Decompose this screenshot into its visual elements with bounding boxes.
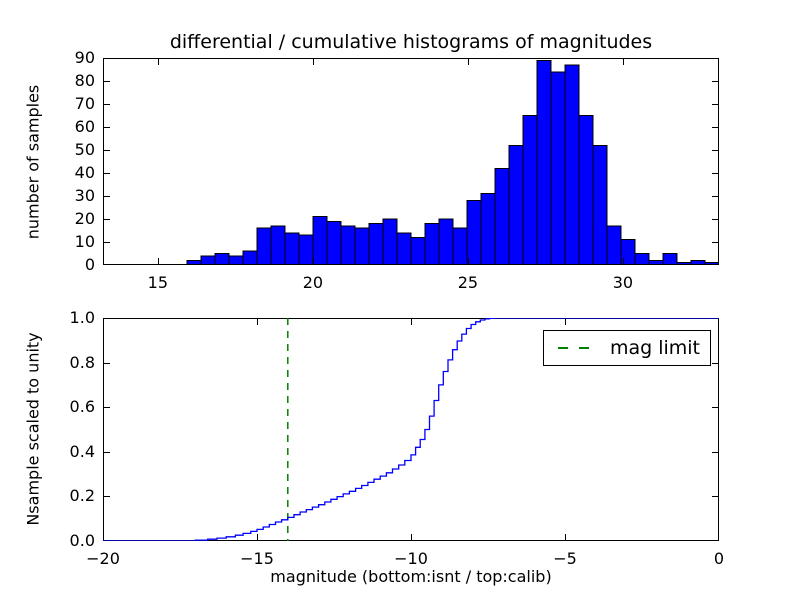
histogram-bar [424,223,440,265]
top-x-tick-label: 25 [457,273,479,292]
histogram-bar [256,227,272,265]
histogram-bar [242,250,258,265]
top-y-tick-label: 60 [74,117,95,136]
top-y-tick-label: 90 [74,48,95,67]
top-histogram-plot [103,58,719,265]
histogram-bar [564,64,580,265]
histogram-bar [634,253,650,265]
bottom-y-tick-label: 0.2 [69,486,95,506]
top-x-tick-label: 15 [147,273,169,292]
histogram-bar [522,115,538,265]
histogram-bar [466,200,482,265]
top-y-tick-label: 80 [74,71,95,90]
bottom-x-tick-label: −15 [240,549,274,568]
histogram-bar [340,225,356,265]
figure-title: differential / cumulative histograms of … [169,31,653,53]
bottom-x-tick-label: −10 [394,549,428,568]
axes-frame [103,318,719,541]
bottom-y-tick-label: 0.4 [69,441,95,461]
histogram-bar [214,253,230,265]
top-y-tick-label: 10 [74,232,95,251]
x-axis-label: magnitude (bottom:isnt / top:calib) [270,567,552,586]
histogram-bar [606,225,622,265]
histogram-bar [382,218,398,265]
histogram-bar [312,216,328,265]
bottom-cumulative-plot [103,318,719,541]
histogram-bar [298,234,314,265]
histogram-bar [550,71,566,265]
top-y-tick-label: 0 [84,255,95,274]
top-y-tick-label: 50 [74,140,95,159]
top-y-tick-label: 30 [74,186,95,205]
histogram-bar [354,227,370,265]
top-x-tick-label: 30 [612,273,634,292]
top-y-tick-label: 70 [74,94,95,113]
legend-label: mag limit [609,337,700,359]
bottom-y-tick-label: 0.6 [69,397,95,417]
bottom-x-tick-label: −5 [553,549,577,568]
histogram-bar [326,220,342,265]
top-y-tick-label: 20 [74,209,95,228]
histogram-bar [284,232,300,265]
histogram-bar [536,59,552,265]
top-x-tick-label: 20 [302,273,324,292]
bottom-y-tick-label: 0.0 [69,531,95,550]
bottom-x-tick-label: 0 [713,549,725,568]
bottom-cumulative-canvas [103,318,719,541]
histogram-bar [410,236,426,265]
histogram-bar [480,193,496,265]
histogram-bar [200,255,216,265]
histogram-bar [396,232,412,265]
bottom-y-tick-label: 1.0 [69,308,95,327]
histogram-bar [592,144,608,265]
bottom-y-tick-label: 0.8 [69,352,95,372]
legend: mag limit [543,330,711,366]
top-histogram-canvas [103,58,719,265]
top-y-axis-label: number of samples [23,84,43,240]
histogram-bar [578,115,594,265]
top-y-tick-label: 40 [74,163,95,182]
histogram-bar [228,255,244,265]
histogram-bar [270,225,286,265]
histogram-bar [368,223,384,265]
histogram-bar [494,167,510,265]
cumulative-curve [103,318,719,541]
histogram-bar [452,227,468,265]
legend-dashed-line-icon [558,347,592,349]
histogram-bar [662,253,678,265]
histogram-bar [438,218,454,265]
bottom-y-axis-label: Nsample scaled to unity [23,332,43,526]
axes-frame [103,58,719,265]
histogram-bar [508,144,524,265]
bottom-x-tick-label: −20 [86,549,120,568]
